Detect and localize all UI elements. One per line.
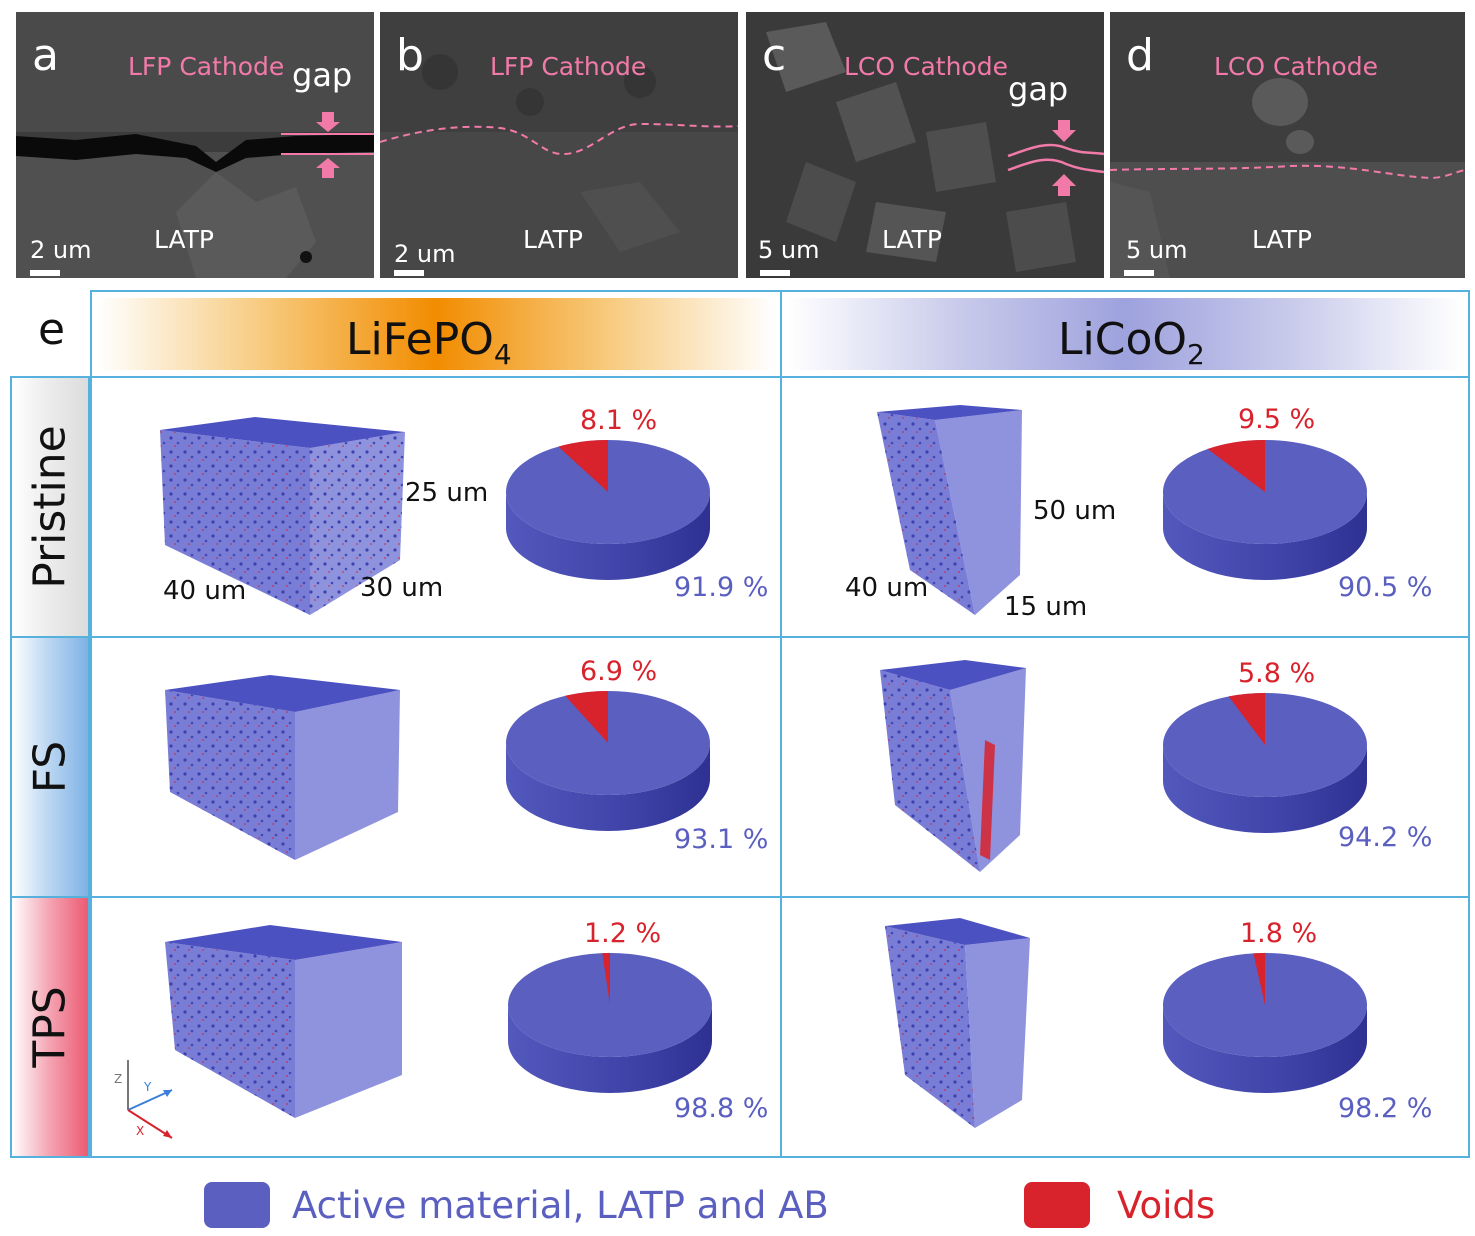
active-pct-lco-fs: 94.2 % (1338, 822, 1433, 853)
scale-bar-c (760, 270, 790, 276)
gap-label-c: gap (1008, 70, 1069, 108)
latp-label-c: LATP (882, 225, 943, 254)
cathode-label-a: LFP Cathode (128, 52, 285, 81)
legend-label-active: Active material, LATP and AB (292, 1184, 829, 1227)
volume-lco-tps (885, 918, 1030, 1128)
pie-slice-voids-lco-tps (1253, 953, 1265, 1005)
dim-lfp-width: 40 um (163, 576, 247, 606)
pie-lfp-fs (506, 691, 710, 831)
legend-swatch-voids (1024, 1182, 1090, 1228)
header-lifepo4-gradient (98, 298, 774, 370)
legend-swatch-active (204, 1182, 270, 1228)
pie-side-lco-fs (1163, 745, 1367, 833)
void-pct-lfp-tps: 1.2 % (584, 918, 662, 949)
cathode-label-c: LCO Cathode (844, 52, 1008, 81)
pie-slice-voids-lco-pristine (1207, 440, 1265, 492)
pie-side-lfp-tps (508, 1005, 712, 1093)
pie-slice-voids-lfp-fs (565, 691, 608, 743)
volume-lco-pristine (877, 405, 1022, 615)
dim-lfp-depth: 30 um (360, 573, 444, 603)
pie-lfp-tps (508, 953, 712, 1093)
axis-label-z: Z (114, 1072, 123, 1086)
void-pct-lfp-pristine: 8.1 % (580, 405, 658, 436)
pie-slice-voids-lfp-pristine (558, 440, 608, 492)
volume-lfp-tps (165, 925, 402, 1118)
header-licoo2: LiCoO2 (780, 290, 1470, 378)
pie-slice-voids-lco-fs (1228, 693, 1265, 745)
sem-panel-b: b LFP Cathode LATP 2 um (380, 12, 738, 278)
void-pct-lco-fs: 5.8 % (1238, 658, 1316, 689)
cathode-label-b: LFP Cathode (490, 52, 647, 81)
active-pct-lfp-pristine: 91.9 % (674, 572, 769, 603)
gap-label-a: gap (292, 56, 353, 94)
volume-lfp-fs (165, 675, 400, 860)
latp-label-a: LATP (154, 225, 215, 254)
axis-label-x: X (136, 1124, 145, 1138)
sem-panel-d: d LCO Cathode LATP 5 um (1110, 12, 1465, 278)
void-pct-lfp-fs: 6.9 % (580, 656, 658, 687)
pie-side-lfp-pristine (506, 492, 710, 580)
sem-image-b (380, 12, 738, 278)
sem-image-c (746, 12, 1104, 278)
pie-lco-fs (1163, 693, 1367, 833)
dim-lfp-height: 25 um (405, 478, 489, 508)
sem-image-a (16, 12, 374, 278)
scale-bar-b (394, 270, 424, 276)
latp-label-d: LATP (1252, 225, 1313, 254)
scale-label-d: 5 um (1126, 236, 1188, 264)
scale-label-a: 2 um (30, 236, 92, 264)
header-lifepo4-text: LiFePO4 (346, 314, 512, 371)
volume-lco-fs (880, 660, 1026, 872)
axis-label-y: Y (144, 1080, 152, 1094)
pie-lco-tps (1163, 953, 1367, 1093)
pie-lco-pristine (1163, 440, 1367, 580)
sem-panel-c: c LCO Cathode gap LATP 5 um (746, 12, 1104, 278)
sem-image-d (1110, 12, 1465, 278)
scale-label-c: 5 um (758, 236, 820, 264)
row-label-tps: TPS (10, 896, 90, 1158)
panel-letter-e: e (38, 304, 66, 355)
scale-bar-a (30, 270, 60, 276)
volume-lfp-pristine (160, 417, 405, 615)
active-pct-lco-pristine: 90.5 % (1338, 572, 1433, 603)
dim-lco-depth: 15 um (1004, 592, 1088, 622)
dim-lco-height: 50 um (1033, 496, 1117, 526)
legend-label-voids: Voids (1117, 1184, 1216, 1227)
pie-side-lfp-fs (506, 743, 710, 831)
active-pct-lfp-tps: 98.8 % (674, 1093, 769, 1124)
void-pct-lco-pristine: 9.5 % (1238, 404, 1316, 435)
header-licoo2-text: LiCoO2 (1058, 314, 1205, 371)
void-pct-lco-tps: 1.8 % (1240, 918, 1318, 949)
cathode-label-d: LCO Cathode (1214, 52, 1378, 81)
header-lifepo4: LiFePO4 (90, 290, 782, 378)
pie-lfp-pristine (506, 440, 710, 580)
sem-panel-a: a LFP Cathode gap LATP 2 um (16, 12, 374, 278)
row-label-pristine: Pristine (10, 376, 90, 638)
panel-letter-b: b (396, 30, 424, 81)
active-pct-lco-tps: 98.2 % (1338, 1093, 1433, 1124)
dim-lco-width: 40 um (845, 573, 929, 603)
pie-side-lco-tps (1163, 1005, 1367, 1093)
panel-letter-d: d (1126, 30, 1154, 81)
active-pct-lfp-fs: 93.1 % (674, 824, 769, 855)
axes-indicator (127, 1060, 173, 1139)
scale-bar-d (1124, 270, 1154, 276)
header-licoo2-gradient (788, 298, 1462, 370)
pie-side-lco-pristine (1163, 492, 1367, 580)
scale-label-b: 2 um (394, 240, 456, 268)
pie-slice-voids-lfp-tps (602, 953, 610, 1005)
panel-letter-a: a (32, 30, 59, 81)
panel-letter-c: c (762, 30, 787, 81)
cell-lco-tps (780, 896, 1470, 1158)
latp-label-b: LATP (523, 225, 584, 254)
row-label-fs: FS (10, 636, 90, 898)
